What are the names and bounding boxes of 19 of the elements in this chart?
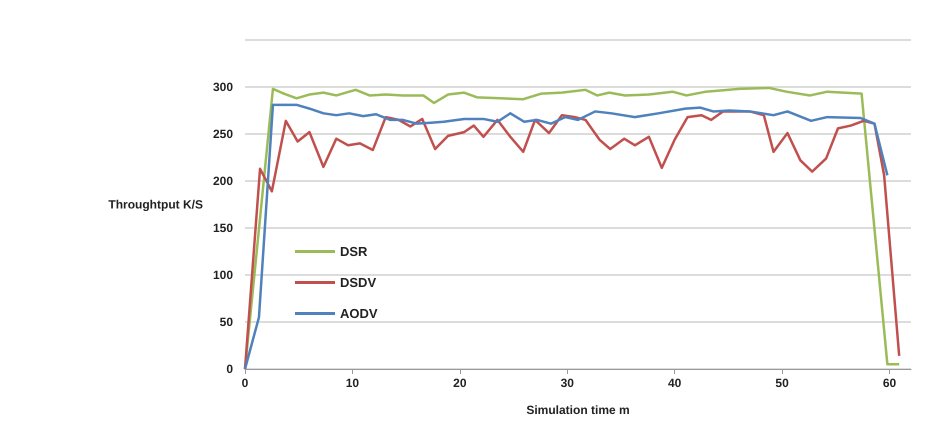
x-tick-label: 50 [775,376,790,390]
x-tick-label: 0 [242,376,249,390]
y-tick-label: 150 [212,221,234,235]
legend-label: DSR [340,244,368,259]
y-tick-label: 100 [212,268,234,282]
x-tick-label: 40 [668,376,682,390]
legend-label: DSDV [340,275,376,290]
x-tick-label: 60 [882,376,897,390]
y-tick-label: 0 [226,362,234,376]
legend-label: AODV [340,306,378,321]
x-tick-label: 30 [560,376,574,390]
x-tick-label: 20 [453,376,467,390]
x-tick-label: 10 [346,376,360,390]
y-axis-title: Throughtput K/S [108,198,203,212]
y-tick-label: 250 [212,127,234,141]
y-tick-label: 300 [212,80,234,94]
y-tick-label: 50 [220,315,234,329]
x-axis-title: Simulation time m [526,403,630,417]
y-tick-label: 200 [212,174,234,188]
